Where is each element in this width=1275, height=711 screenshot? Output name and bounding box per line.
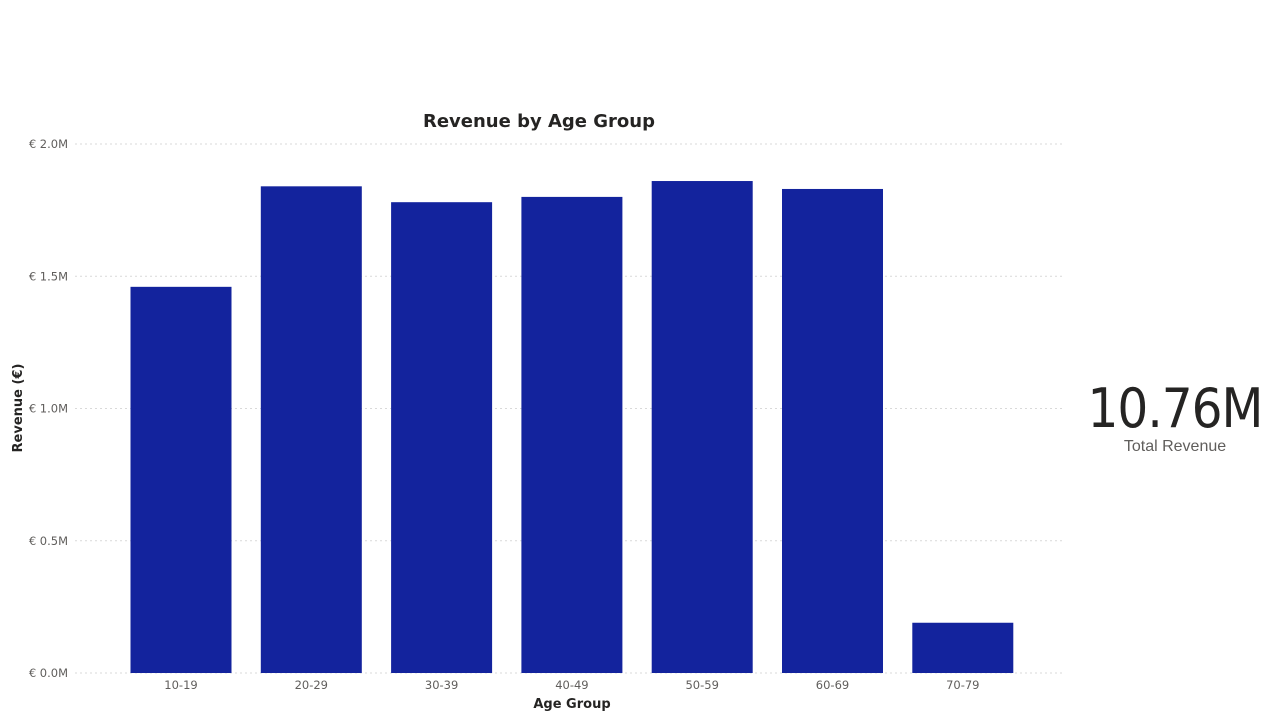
x-tick-label: 60-69 [816, 678, 849, 692]
kpi-label: Total Revenue [1123, 438, 1227, 455]
revenue-by-age-group-chart[interactable]: Revenue by Age Group € 0.0M€ 0.5M€ 1.0M€… [0, 0, 1075, 711]
bar-40-49[interactable] [521, 196, 623, 673]
bar-60-69[interactable] [782, 188, 883, 673]
bar-20-29[interactable] [260, 186, 362, 673]
bar-70-79[interactable] [912, 622, 1014, 673]
bars[interactable] [130, 181, 1014, 673]
x-tick-label: 30-39 [425, 678, 458, 692]
x-tick-label: 40-49 [555, 678, 588, 692]
x-axis-title: Age Group [533, 697, 610, 711]
x-tick-label: 50-59 [685, 678, 718, 692]
chart-title: Revenue by Age Group [423, 111, 655, 132]
y-tick-label: € 2.0M [29, 137, 68, 151]
y-tick-label: € 1.0M [29, 402, 68, 416]
bar-10-19[interactable] [130, 286, 232, 673]
y-tick-label: € 0.0M [29, 666, 68, 680]
x-axis-ticks: 10-19 20-29 30-39 40-49 50-59 60-69 70-79 [164, 678, 979, 692]
total-revenue-card[interactable]: 10.76M Total Revenue [1080, 378, 1270, 456]
y-tick-label: € 1.5M [29, 269, 68, 283]
y-axis-title: Revenue (€) [11, 364, 26, 453]
bar-30-39[interactable] [391, 202, 493, 673]
bar-50-59[interactable] [651, 181, 753, 673]
kpi-value: 10.76M [1087, 377, 1264, 440]
x-tick-label: 70-79 [946, 678, 979, 692]
y-tick-label: € 0.5M [29, 534, 68, 548]
x-tick-label: 10-19 [164, 678, 197, 692]
x-tick-label: 20-29 [295, 678, 328, 692]
y-axis-ticks: € 0.0M € 0.5M € 1.0M € 1.5M € 2.0M [29, 137, 68, 680]
